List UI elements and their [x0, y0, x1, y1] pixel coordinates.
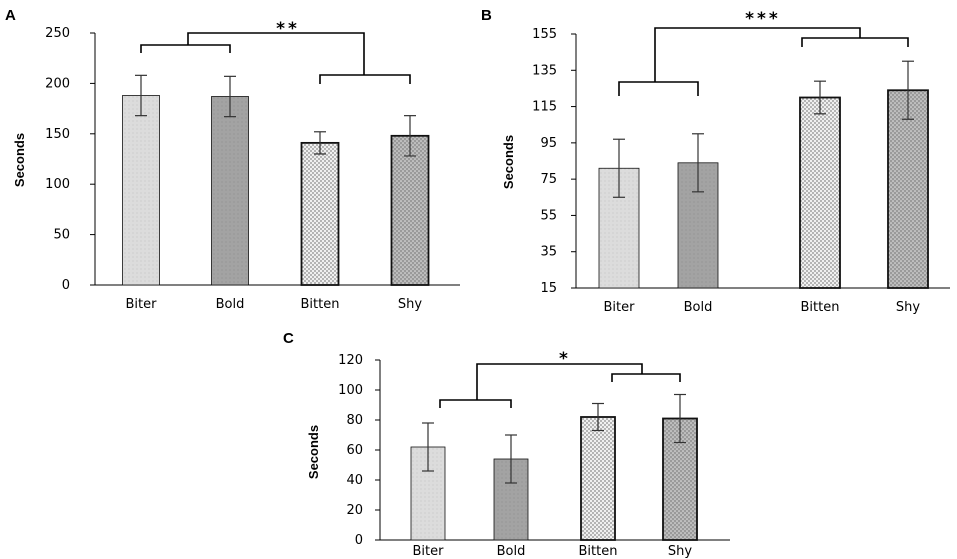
- panel-letter: A: [5, 7, 16, 24]
- bracket-left-pair: [618, 81, 699, 96]
- category-label: Shy: [398, 297, 422, 312]
- panel-a: A Seconds 0 50 100 150 200 250 Biter Bold Bitten…: [5, 7, 460, 312]
- y-tick-label: 100: [45, 177, 70, 192]
- y-tick-label: 150: [45, 127, 70, 142]
- bar-bold: [677, 162, 719, 289]
- category-label: Bitten: [579, 544, 618, 559]
- bracket-right-pair: [801, 37, 909, 47]
- bracket-group-comparison: [187, 32, 365, 75]
- category-label: Biter: [413, 544, 445, 559]
- category-label: Bold: [497, 544, 526, 559]
- y-tick-label: 120: [338, 353, 363, 368]
- y-tick-label: 60: [346, 443, 363, 458]
- y-tick-label: 55: [540, 208, 557, 223]
- significance-label: **: [276, 19, 300, 39]
- bracket-group-comparison: [654, 27, 861, 82]
- panel-c: C Seconds 0 20 40 60 80 100 120 Biter Bold Bitten…: [283, 330, 730, 559]
- y-tick-label: 0: [62, 278, 70, 293]
- bracket-left-pair: [439, 399, 512, 408]
- y-tick-label: 15: [540, 281, 557, 296]
- y-tick-label: 100: [338, 383, 363, 398]
- bracket-left-pair: [140, 44, 231, 53]
- category-label: Shy: [896, 300, 920, 315]
- y-tick-label: 250: [45, 26, 70, 41]
- y-tick-label: 200: [45, 76, 70, 91]
- bar-bitten: [580, 416, 616, 541]
- significance-label: ***: [745, 9, 781, 29]
- bracket-right-pair: [611, 373, 681, 382]
- y-axis-label: Seconds: [306, 425, 321, 479]
- category-label: Bitten: [801, 300, 840, 315]
- panel-letter: B: [481, 7, 492, 24]
- y-tick-label: 0: [355, 533, 363, 548]
- bracket-group-comparison: [476, 363, 643, 400]
- y-tick-label: 40: [346, 473, 363, 488]
- y-axis-label: Seconds: [12, 133, 27, 187]
- y-tick-label: 115: [532, 100, 557, 115]
- category-label: Biter: [604, 300, 636, 315]
- y-tick-label: 20: [346, 503, 363, 518]
- category-label: Bitten: [301, 297, 340, 312]
- y-axis-label: Seconds: [501, 135, 516, 189]
- y-tick-label: 135: [532, 63, 557, 78]
- y-tick-label: 75: [540, 172, 557, 187]
- bar-biter: [122, 95, 160, 286]
- bar-shy: [390, 134, 430, 286]
- panel-letter: C: [283, 330, 294, 347]
- y-tick-label: 95: [540, 136, 557, 151]
- panel-b: B Seconds 15 35 55 75 95 115 135 155 Biter Bold Bi…: [481, 7, 950, 315]
- bar-bitten: [300, 141, 340, 286]
- bar-bitten: [799, 96, 841, 289]
- y-tick-label: 50: [53, 228, 70, 243]
- bar-shy: [887, 89, 929, 289]
- category-label: Bold: [216, 297, 245, 312]
- y-tick-label: 155: [532, 27, 557, 42]
- significance-label: *: [559, 349, 571, 369]
- category-label: Biter: [126, 297, 158, 312]
- y-tick-label: 35: [540, 245, 557, 260]
- category-label: Bold: [684, 300, 713, 315]
- y-tick-label: 80: [346, 413, 363, 428]
- bracket-right-pair: [319, 74, 411, 84]
- bar-bold: [211, 96, 249, 286]
- category-label: Shy: [668, 544, 692, 559]
